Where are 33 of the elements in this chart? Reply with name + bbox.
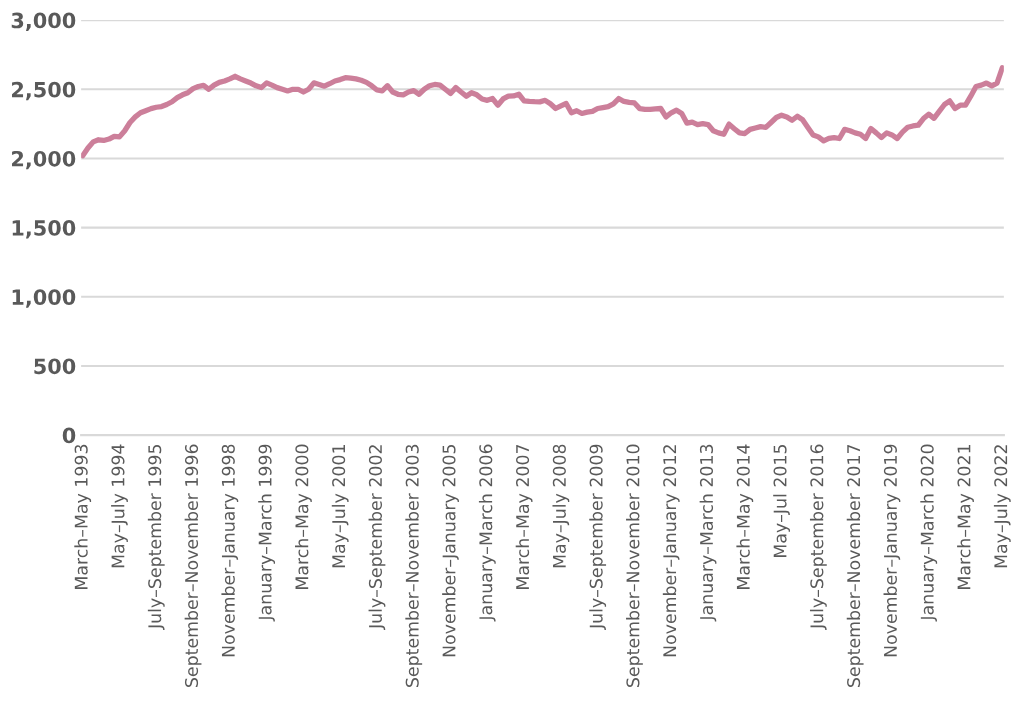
x-tick-label: March–May 2014 — [736, 444, 754, 589]
y-tick-label: 1,500 — [12, 220, 76, 239]
x-tick-label: September–November 2003 — [405, 444, 423, 687]
x-tick-label: January–March 2020 — [920, 444, 938, 622]
x-tick-label: September–November 2010 — [626, 444, 643, 687]
x-tick-label: March–May 2021 — [957, 445, 974, 589]
x-tick-label: September–November 2017 — [846, 444, 864, 687]
x-tick-label: November–January 2012 — [662, 445, 680, 657]
x-tick-label: May–July 2001 — [331, 445, 349, 568]
y-tick-label: 1,000 — [12, 289, 76, 308]
x-tick-label: November–January 1998 — [221, 444, 239, 657]
x-tick-label: January–March 1999 — [258, 444, 276, 622]
x-tick-label: May–July 2022 — [993, 445, 1011, 568]
x-tick-label: July–September 2009 — [589, 444, 607, 630]
x-tick-label: July–September 2016 — [809, 444, 827, 630]
x-tick-label: March–May 1993 — [74, 444, 92, 589]
x-tick-label: May–Jul 2015 — [773, 444, 790, 557]
y-tick-label: 2,000 — [12, 150, 76, 170]
x-tick-label: March–May 2007 — [515, 444, 533, 589]
x-tick-label: July–September 1995 — [147, 444, 165, 630]
x-tick-label: January–March 2013 — [699, 444, 717, 622]
y-tick-label: 500 — [34, 358, 76, 375]
x-tick-label: November–January 2005 — [442, 444, 459, 657]
x-tick-label: January–March 2006 — [478, 444, 496, 622]
y-tick-label: 0 — [62, 427, 76, 444]
x-tick-label: September–November 1996 — [184, 444, 202, 687]
y-tick-label: 3,000 — [11, 12, 76, 31]
x-tick-label: May–July 2008 — [552, 444, 570, 568]
x-tick-label: March–May 2000 — [295, 444, 312, 589]
x-tick-label: November–January 2019 — [883, 444, 901, 657]
y-tick-label: 2,500 — [12, 81, 76, 101]
x-tick-label: July–September 2002 — [368, 445, 386, 630]
x-tick-label: May–July 1994 — [111, 444, 128, 568]
